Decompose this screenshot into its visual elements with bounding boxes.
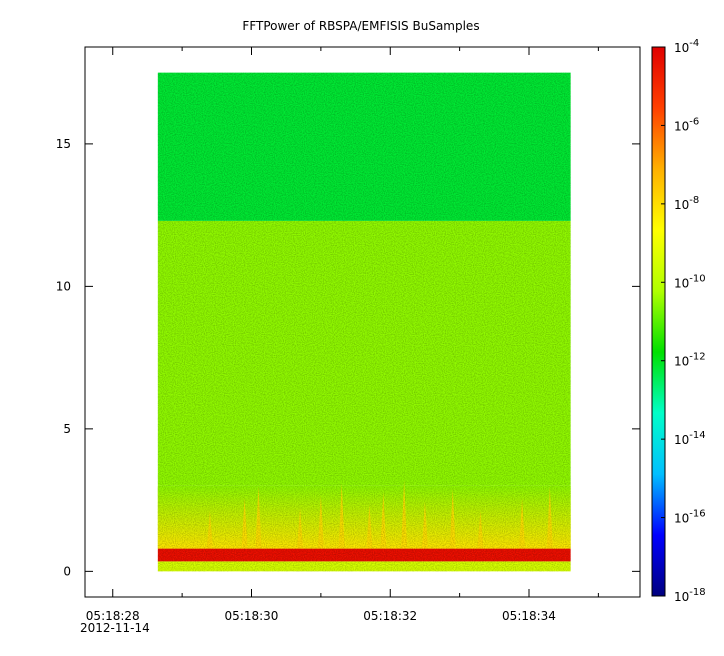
x-tick-label: 05:18:34 <box>502 609 556 623</box>
colorbar-tick-label: 10-18 <box>674 587 706 604</box>
spectrogram-burst <box>241 498 248 549</box>
x-date-label: 2012-11-14 <box>80 621 150 635</box>
spectrogram-band <box>157 485 571 549</box>
spectrogram-burst <box>449 489 456 549</box>
spectrogram-burst <box>255 486 262 549</box>
y-tick-label: 5 <box>63 422 71 436</box>
spectrogram-band <box>157 220 571 486</box>
spectrogram-burst <box>366 504 373 549</box>
colorbar-tick-label: 10-4 <box>674 38 699 55</box>
spectrogram-burst <box>401 480 408 549</box>
spectrogram-burst <box>338 483 345 549</box>
spectrogram-burst <box>297 507 304 549</box>
spectrogram-band <box>157 72 571 221</box>
colorbar-tick-label: 10-12 <box>674 352 706 369</box>
spectrogram-burst <box>317 495 324 549</box>
spectrogram-image <box>157 72 571 572</box>
spectrogram-burst <box>519 498 526 549</box>
colorbar: 10-4 10-6 10-8 10-10 10-12 10-14 10-16 10-18 <box>651 38 706 604</box>
colorbar-tick-label: 10-8 <box>674 195 699 212</box>
spectrogram-burst <box>206 510 213 549</box>
spectrogram-burst <box>477 510 484 549</box>
y-tick-label: 15 <box>56 137 71 151</box>
spectrogram-burst <box>421 501 428 549</box>
x-tick-label: 05:18:32 <box>363 609 417 623</box>
y-tick-label: 0 <box>63 564 71 578</box>
y-axis: 0 5 10 15 <box>56 137 640 578</box>
colorbar-tick-label: 10-16 <box>674 509 706 526</box>
spectrogram-band <box>157 561 571 572</box>
colorbar-tick-label: 10-10 <box>674 273 706 290</box>
colorbar-tick-label: 10-14 <box>674 430 706 447</box>
colorbar-gradient <box>651 46 666 597</box>
x-tick-label: 05:18:28 <box>86 609 140 623</box>
spectrogram-burst <box>546 486 553 549</box>
spectrogram-band <box>157 548 571 562</box>
y-tick-label: 10 <box>56 279 71 293</box>
spectrogram-burst <box>380 492 387 549</box>
colorbar-tick-label: 10-6 <box>674 116 699 133</box>
x-tick-label: 05:18:30 <box>225 609 279 623</box>
x-axis: 05:18:28 05:18:30 05:18:32 05:18:34 <box>86 47 599 623</box>
chart-title: FFTPower of RBSPA/EMFISIS BuSamples <box>242 19 479 33</box>
